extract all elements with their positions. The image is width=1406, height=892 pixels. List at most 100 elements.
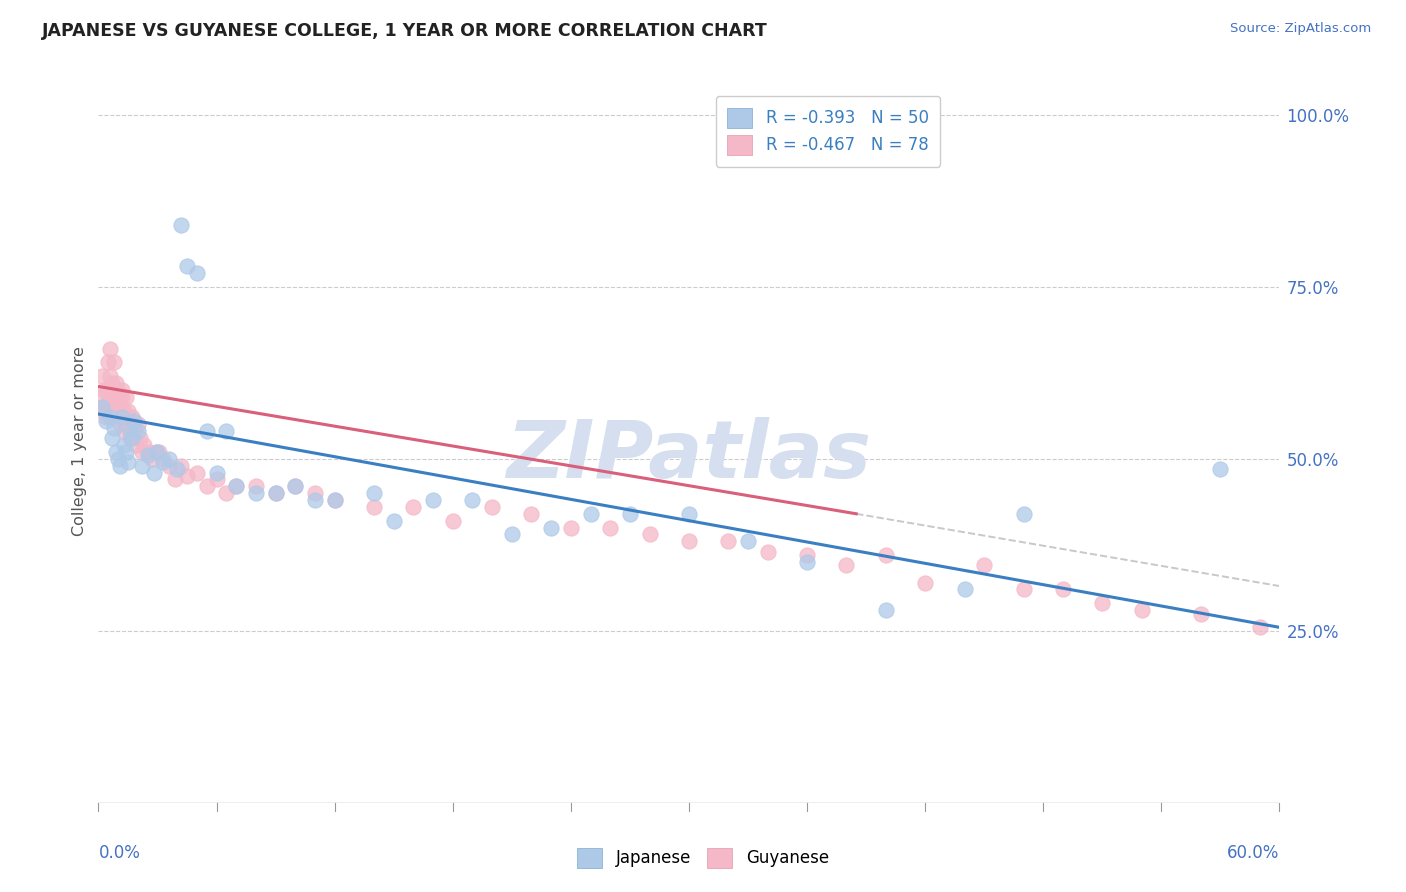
Point: [128, 431, 150, 445]
Point: [215, 424, 238, 438]
Point: [481, 500, 503, 514]
Point: [107, 403, 129, 417]
Point: [152, 451, 174, 466]
Point: [125, 438, 148, 452]
Point: [205, 472, 228, 486]
Point: [170, 218, 193, 232]
Point: [108, 417, 131, 432]
Point: [1249, 620, 1271, 634]
Text: Source: ZipAtlas.com: Source: ZipAtlas.com: [1230, 22, 1371, 36]
Point: [205, 466, 228, 480]
Point: [166, 462, 188, 476]
Point: [127, 424, 149, 438]
Point: [96, 414, 118, 428]
Point: [579, 507, 602, 521]
Point: [599, 520, 621, 534]
Point: [91, 369, 114, 384]
Point: [108, 458, 131, 473]
Point: [93, 403, 115, 417]
Point: [103, 355, 125, 369]
Point: [117, 455, 139, 469]
Point: [131, 445, 153, 459]
Point: [215, 486, 238, 500]
Point: [105, 390, 128, 404]
Point: [176, 469, 198, 483]
Point: [1130, 603, 1153, 617]
Point: [165, 472, 187, 486]
Point: [98, 342, 121, 356]
Point: [93, 383, 115, 397]
Point: [304, 486, 326, 500]
Point: [756, 544, 779, 558]
Point: [953, 582, 976, 597]
Point: [678, 507, 700, 521]
Point: [323, 493, 346, 508]
Point: [422, 493, 444, 508]
Text: 0.0%: 0.0%: [98, 844, 141, 862]
Point: [89, 390, 111, 404]
Point: [121, 410, 143, 425]
Point: [1012, 507, 1035, 521]
Point: [264, 486, 287, 500]
Point: [1012, 582, 1035, 597]
Point: [1209, 462, 1232, 476]
Point: [107, 451, 129, 466]
Point: [796, 555, 818, 569]
Point: [111, 410, 134, 425]
Point: [501, 527, 523, 541]
Point: [111, 383, 134, 397]
Point: [111, 390, 134, 404]
Point: [304, 493, 326, 508]
Point: [284, 479, 307, 493]
Point: [875, 548, 897, 562]
Point: [835, 558, 858, 573]
Point: [96, 410, 118, 425]
Point: [142, 466, 165, 480]
Text: ZIPatlas: ZIPatlas: [506, 417, 872, 495]
Point: [91, 400, 114, 414]
Point: [382, 514, 405, 528]
Point: [1052, 582, 1074, 597]
Point: [186, 266, 208, 280]
Point: [97, 383, 120, 397]
Point: [136, 448, 159, 462]
Point: [108, 397, 131, 411]
Point: [97, 355, 120, 369]
Point: [103, 421, 125, 435]
Point: [560, 520, 582, 534]
Point: [973, 558, 995, 573]
Point: [105, 445, 128, 459]
Point: [402, 500, 425, 514]
Point: [145, 445, 167, 459]
Point: [122, 424, 145, 438]
Point: [112, 438, 135, 452]
Point: [115, 390, 138, 404]
Point: [117, 417, 139, 432]
Point: [152, 455, 174, 469]
Point: [112, 424, 135, 438]
Point: [914, 575, 936, 590]
Point: [157, 458, 180, 473]
Point: [98, 369, 121, 384]
Point: [638, 527, 661, 541]
Point: [441, 514, 464, 528]
Point: [245, 486, 267, 500]
Point: [122, 414, 145, 428]
Point: [225, 479, 247, 493]
Point: [363, 500, 385, 514]
Point: [678, 534, 700, 549]
Point: [101, 390, 124, 404]
Point: [115, 445, 138, 459]
Point: [176, 259, 198, 273]
Point: [520, 507, 543, 521]
Point: [148, 445, 170, 459]
Point: [107, 383, 129, 397]
Point: [195, 424, 218, 438]
Point: [363, 486, 385, 500]
Point: [225, 479, 247, 493]
Point: [737, 534, 759, 549]
Point: [170, 458, 193, 473]
Point: [284, 479, 307, 493]
Point: [540, 520, 562, 534]
Point: [195, 479, 218, 493]
